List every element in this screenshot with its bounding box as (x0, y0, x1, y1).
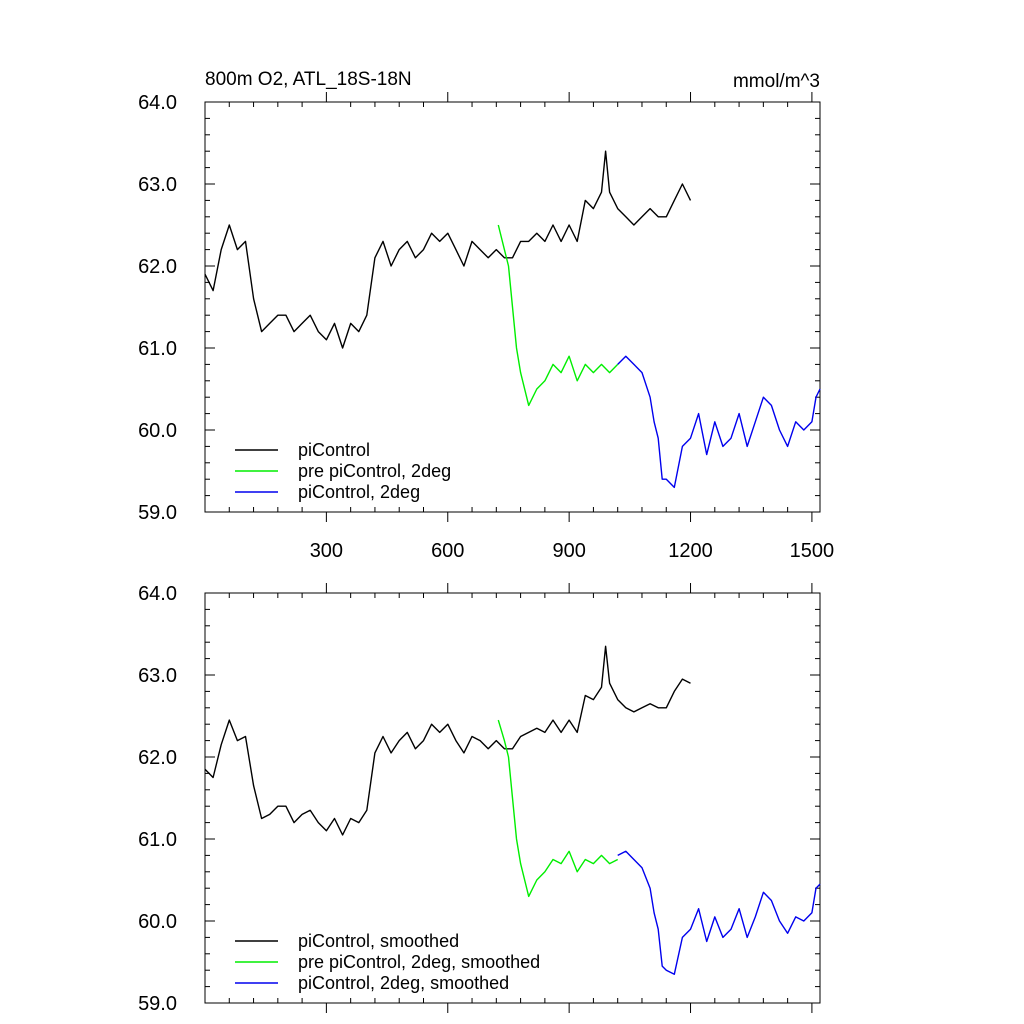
series-line-1 (497, 719, 619, 898)
series-line-2 (617, 355, 821, 489)
series-line-0 (204, 150, 692, 349)
y-tick-label: 64.0 (138, 92, 177, 114)
x-tick-label: 900 (552, 540, 585, 562)
y-tick-label: 63.0 (138, 665, 177, 687)
series-line-0 (204, 645, 691, 836)
plot-frame (204, 101, 821, 513)
y-tick-label: 61.0 (138, 338, 177, 360)
legend-label: pre piControl, 2deg, smoothed (298, 952, 540, 972)
units-label: mmol/m^3 (733, 71, 820, 92)
series-line-2 (617, 850, 821, 975)
legend-label: piControl (298, 440, 370, 460)
x-tick-label: 300 (310, 540, 343, 562)
plot-frame (204, 592, 821, 1004)
legend-label: piControl, smoothed (298, 931, 459, 951)
top-panel: 800m O2, ATL_18S-18N mmol/m^3 64.0 63.0 62… (138, 69, 834, 562)
x-tick-label: 1200 (668, 540, 713, 562)
bottom-panel: 64.0 63.0 62.0 61.0 60.0 59.0 piControl, smoot… (138, 583, 821, 1015)
legend-label: piControl, 2deg (298, 482, 420, 502)
y-tick-label: 60.0 (138, 420, 177, 442)
y-tick-label: 62.0 (138, 747, 177, 769)
y-tick-label: 59.0 (138, 502, 177, 524)
y-tick-label: 60.0 (138, 911, 177, 933)
legend-label: pre piControl, 2deg (298, 461, 451, 481)
y-tick-label: 62.0 (138, 256, 177, 278)
y-tick-label: 63.0 (138, 174, 177, 196)
x-tick-label: 1500 (790, 540, 835, 562)
legend-label: piControl, 2deg, smoothed (298, 973, 509, 993)
y-tick-label: 61.0 (138, 829, 177, 851)
panel-title: 800m O2, ATL_18S-18N (205, 69, 412, 90)
series-line-1 (497, 224, 619, 407)
y-tick-label: 59.0 (138, 993, 177, 1015)
x-tick-label: 600 (431, 540, 464, 562)
y-tick-label: 64.0 (138, 583, 177, 605)
